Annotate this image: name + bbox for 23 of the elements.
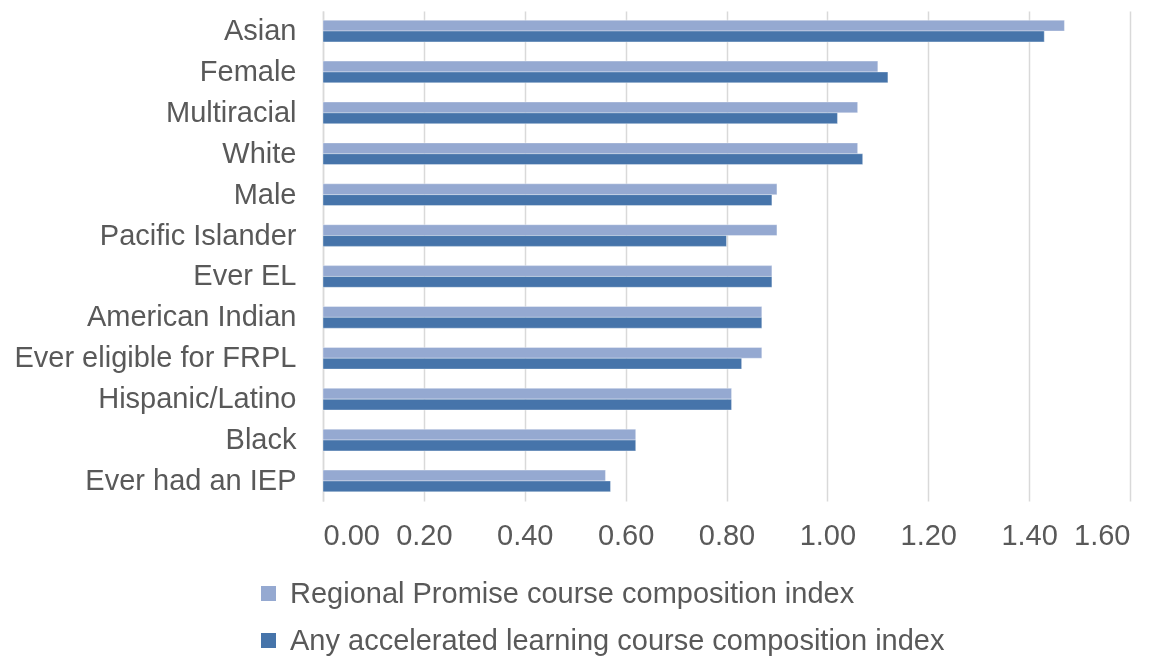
legend-label: Any accelerated learning course composition index	[290, 623, 945, 656]
x-tick-label: 0.20	[396, 518, 453, 551]
x-tick-label: 1.60	[1074, 518, 1131, 551]
y-tick-label: Multiracial	[165, 95, 297, 128]
x-tick-label: 1.40	[1001, 518, 1058, 551]
y-tick-label: Black	[225, 423, 297, 456]
x-tick-label: 0.40	[497, 518, 554, 551]
y-tick-label: Ever eligible for FRPL	[14, 341, 297, 374]
x-tick-label: 1.20	[900, 518, 957, 551]
y-tick-label: Ever EL	[193, 259, 297, 292]
y-tick-label: Ever had an IEP	[85, 463, 297, 496]
y-tick-label: White	[222, 136, 297, 169]
x-tick-label: 0.80	[698, 518, 756, 551]
y-tick-label: Hispanic/Latino	[98, 382, 297, 415]
y-tick-label: Pacific Islander	[99, 218, 297, 251]
legend-label: Regional Promise course composition index	[290, 576, 855, 609]
x-tick-label: 0.00	[323, 518, 380, 551]
y-tick-label: Female	[199, 54, 297, 87]
y-tick-label: American Indian	[86, 300, 297, 333]
x-tick-label: 0.60	[597, 518, 655, 551]
x-tick-label: 1.00	[799, 518, 857, 551]
y-tick-label: Male	[233, 177, 297, 210]
y-tick-label: Asian	[223, 14, 297, 47]
